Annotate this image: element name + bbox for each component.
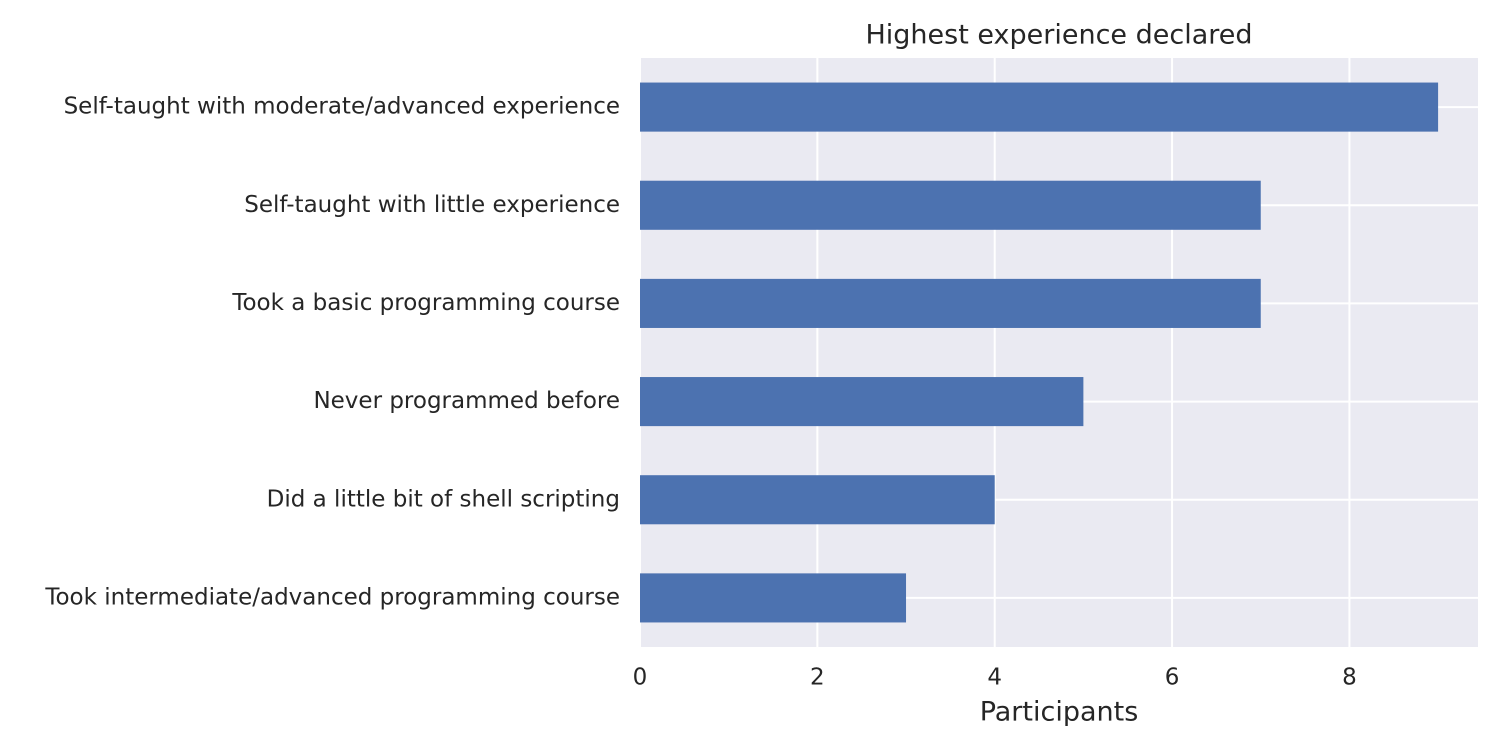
y-tick-label: Took a basic programming course — [231, 290, 620, 316]
y-tick-label: Self-taught with little experience — [244, 192, 620, 218]
y-tick-label: Self-taught with moderate/advanced exper… — [64, 94, 620, 120]
y-tick-label: Took intermediate/advanced programming c… — [44, 584, 620, 610]
bar — [640, 573, 907, 623]
bar — [640, 82, 1439, 132]
x-axis-label: Participants — [980, 697, 1139, 728]
y-tick-label: Did a little bit of shell scripting — [267, 486, 620, 512]
plot-area — [640, 58, 1478, 647]
x-tick-label: 8 — [1342, 665, 1357, 691]
y-tick-label: Never programmed before — [313, 388, 620, 414]
x-tick-label: 6 — [1165, 665, 1180, 691]
bar — [640, 475, 995, 525]
bar — [640, 377, 1084, 427]
x-tick-label: 2 — [810, 665, 825, 691]
chart-title: Highest experience declared — [865, 20, 1252, 51]
bar — [640, 278, 1261, 328]
x-tick-label: 4 — [987, 665, 1002, 691]
bar — [640, 180, 1261, 230]
x-tick-label: 0 — [633, 665, 648, 691]
